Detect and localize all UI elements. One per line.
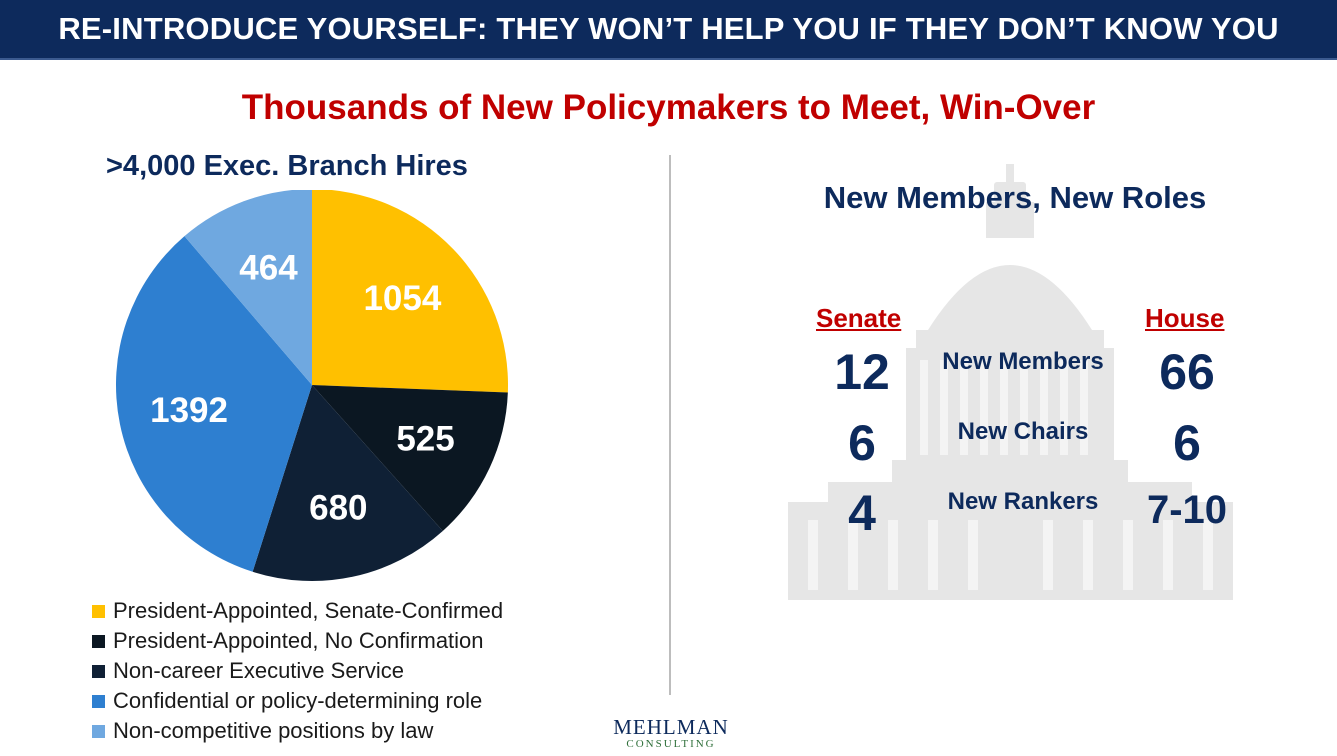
house-new-members: 66: [1159, 344, 1215, 400]
row-label-new-members: New Members: [942, 348, 1104, 375]
pie-slice: [115, 236, 312, 572]
legend-label: Non-career Executive Service: [113, 658, 405, 683]
legend-label: President-Appointed, Senate-Confirmed: [113, 598, 504, 623]
vertical-divider: [669, 155, 671, 695]
house-new-rankers: 7-10: [1146, 488, 1228, 532]
slide-banner: RE-INTRODUCE YOURSELF: THEY WON’T HELP Y…: [0, 0, 1337, 60]
pie-slice: [312, 385, 508, 531]
senate-header: Senate: [816, 303, 902, 333]
legend-item: President-Appointed, No Confirmation: [92, 626, 503, 656]
legend-item: President-Appointed, Senate-Confirmed: [92, 596, 503, 626]
legend-swatch: [92, 634, 105, 648]
legend-item: Non-competitive positions by law: [92, 716, 503, 746]
house-header: House: [1145, 303, 1225, 333]
pie-data-label: 1054: [363, 279, 441, 318]
legend-label: Confidential or policy-determining role: [113, 688, 483, 713]
pie-data-label: 464: [239, 248, 298, 287]
row-label-new-chairs: New Chairs: [957, 418, 1089, 445]
pie-data-label: 525: [396, 419, 454, 458]
pie-slice: [184, 190, 312, 385]
congress-title: New Members, New Roles: [823, 180, 1207, 215]
legend-item: Confidential or policy-determining role: [92, 686, 503, 716]
logo-line1: MEHLMAN: [613, 715, 729, 739]
legend-swatch: [92, 664, 105, 678]
pie-data-label: 1392: [150, 391, 228, 430]
row-label-new-rankers: New Rankers: [947, 488, 1099, 515]
slide-subtitle: Thousands of New Policymakers to Meet, W…: [241, 88, 1096, 127]
legend-label: Non-competitive positions by law: [113, 718, 434, 743]
pie-chart: 1054 525 680 1392 464: [115, 190, 508, 581]
chart-title: >4,000 Exec. Branch Hires: [106, 150, 468, 182]
legend-swatch: [92, 604, 105, 618]
legend-label: President-Appointed, No Confirmation: [113, 628, 484, 653]
chart-legend: President-Appointed, Senate-Confirmed Pr…: [92, 596, 503, 746]
legend-swatch: [92, 724, 105, 738]
pie-slice: [252, 385, 443, 581]
senate-new-rankers: 4: [848, 485, 876, 541]
logo-line2: CONSULTING: [626, 738, 716, 750]
legend-swatch: [92, 694, 105, 708]
house-new-chairs: 6: [1173, 415, 1201, 471]
senate-new-members: 12: [834, 344, 890, 400]
pie-slice: [312, 190, 508, 393]
capitol-icon: [788, 164, 1233, 600]
pie-data-label: 680: [309, 489, 367, 528]
banner-title: RE-INTRODUCE YOURSELF: THEY WON’T HELP Y…: [58, 11, 1279, 46]
legend-item: Non-career Executive Service: [92, 656, 503, 686]
senate-new-chairs: 6: [848, 415, 876, 471]
company-logo: MEHLMAN CONSULTING: [606, 716, 736, 750]
